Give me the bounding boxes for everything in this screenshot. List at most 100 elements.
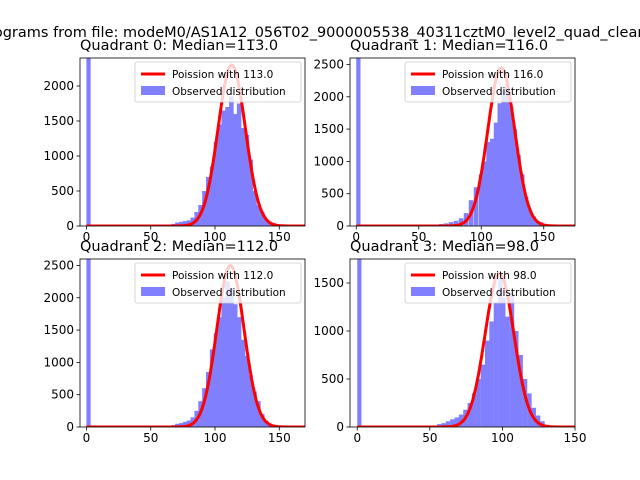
x-tick-label: 50 <box>411 230 426 244</box>
y-tick-label: 1500 <box>313 276 344 290</box>
subplot-title: Quadrant 2: Median=112.0 <box>80 239 278 255</box>
legend-hist-swatch <box>141 287 165 296</box>
hist-bar <box>490 138 495 226</box>
hist-bar <box>473 187 479 226</box>
hist-bar <box>179 221 184 226</box>
y-tick-label: 0 <box>336 219 344 233</box>
hist-bar <box>448 222 454 226</box>
hist-bar <box>509 292 515 427</box>
legend-fit-label: Poission with 116.0 <box>442 69 543 81</box>
plot-area <box>85 259 305 427</box>
hist-bar <box>260 212 265 226</box>
hist-bar <box>467 403 473 427</box>
hist-bar-zero <box>86 259 91 427</box>
hist-bar <box>501 90 506 226</box>
poisson-fit-line <box>85 264 305 427</box>
hist-bar <box>248 159 253 226</box>
hist-bar <box>505 83 510 226</box>
subplot-title: Quadrant 3: Median=98.0 <box>350 239 539 255</box>
y-tick-label: 1000 <box>313 324 344 338</box>
legend-box <box>134 262 302 304</box>
legend-fit-label: Poission with 112.0 <box>172 270 273 282</box>
hist-bar <box>256 401 261 427</box>
hist-bar <box>186 220 192 226</box>
legend: Poission with 116.0 Observed distribution <box>404 61 572 103</box>
hist-bar <box>209 166 215 226</box>
legend-box <box>404 262 572 304</box>
hist-bar <box>213 142 219 226</box>
hist-bar <box>522 379 528 427</box>
legend-hist-swatch <box>411 86 435 95</box>
hist-bar <box>514 331 519 427</box>
hist-bar <box>493 122 499 226</box>
x-tick-label: 0 <box>83 431 91 445</box>
hist-bar <box>256 205 261 226</box>
axes-frame <box>349 57 576 227</box>
hist-bar-zero <box>356 58 361 226</box>
y-tick-label: 0 <box>66 420 74 434</box>
hist-bar <box>531 216 536 226</box>
poisson-fit-line <box>355 66 575 226</box>
legend-box <box>404 61 572 103</box>
hist-bar <box>263 219 269 226</box>
hist-bar <box>518 355 523 427</box>
hist-bar <box>486 142 491 226</box>
legend-hist-label: Observed distribution <box>172 287 286 299</box>
hist-bar <box>478 174 484 226</box>
hist-bar <box>179 423 184 427</box>
legend-fit-label: Poission with 98.0 <box>442 270 537 282</box>
x-tick-label: 50 <box>422 431 437 445</box>
y-tick-label: 1500 <box>43 114 74 128</box>
hist-bar-zero <box>357 259 362 427</box>
hist-bar <box>186 420 192 427</box>
y-tick-label: 1000 <box>313 154 344 168</box>
hist-bar <box>206 177 211 226</box>
poisson-fit-line <box>85 63 305 226</box>
hist-bar <box>217 317 223 427</box>
subplot-title: Quadrant 1: Median=116.0 <box>350 38 548 54</box>
plot-area <box>355 58 575 226</box>
hist-bar <box>482 161 488 226</box>
hist-bar <box>225 281 230 427</box>
y-tick-label: 500 <box>321 187 344 201</box>
hist-bar <box>480 364 486 427</box>
legend: Poission with 113.0 Observed distribution <box>134 61 302 103</box>
hist-bar <box>206 372 211 427</box>
hist-bar <box>516 154 521 226</box>
hist-bar <box>217 124 223 226</box>
x-tick-label: 0 <box>352 230 360 244</box>
legend-hist-swatch <box>141 86 165 95</box>
x-tick-label: 150 <box>532 230 555 244</box>
hist-bar <box>209 349 215 427</box>
legend-fit-label: Poission with 113.0 <box>172 69 273 81</box>
x-tick-label: 100 <box>204 431 227 445</box>
hist-bar <box>229 288 234 427</box>
y-tick-label: 0 <box>336 420 344 434</box>
hist-bar <box>520 174 525 226</box>
subplot-title: Quadrant 0: Median=113.0 <box>80 38 278 54</box>
hist-bar <box>441 423 446 427</box>
poisson-fit-line <box>356 271 575 427</box>
axes-frame <box>79 258 306 428</box>
y-tick-label: 500 <box>321 372 344 386</box>
hist-bar <box>182 221 188 226</box>
hist-bar <box>240 128 246 226</box>
hist-bar <box>498 278 503 427</box>
hist-bar <box>175 222 180 226</box>
legend-hist-label: Observed distribution <box>172 86 286 98</box>
legend-hist-swatch <box>411 287 435 296</box>
hist-bar <box>505 316 510 427</box>
x-tick-label: 0 <box>353 431 361 445</box>
hist-bar <box>476 379 481 427</box>
hist-bar <box>485 340 490 427</box>
x-tick-label: 150 <box>268 230 291 244</box>
hist-bar <box>508 106 514 226</box>
y-tick-label: 1500 <box>313 122 344 136</box>
hist-bar <box>248 375 253 427</box>
y-tick-label: 0 <box>66 219 74 233</box>
hist-bar <box>523 196 529 226</box>
